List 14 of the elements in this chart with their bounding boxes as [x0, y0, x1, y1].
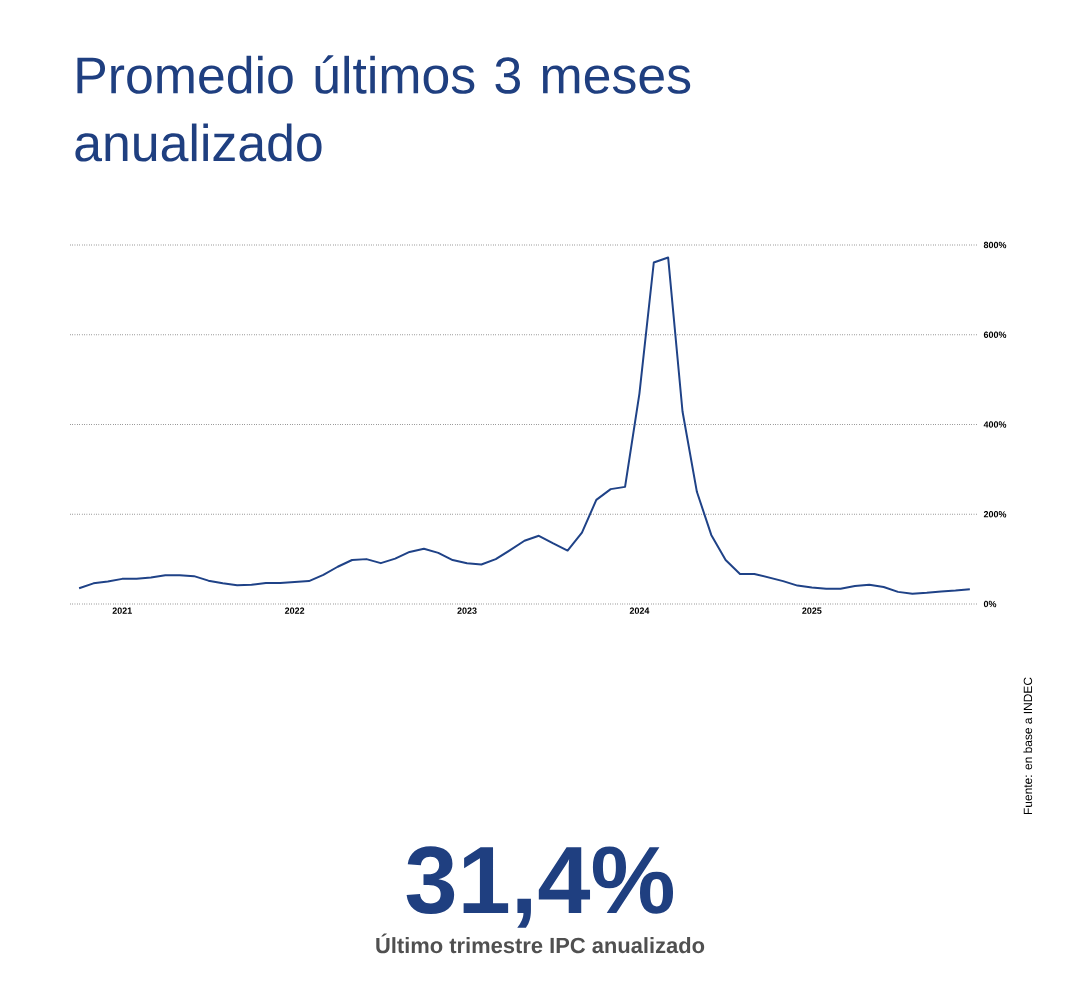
x-tick-label: 2024: [629, 607, 650, 614]
x-tick-label: 2022: [284, 607, 305, 614]
y-tick-label: 0%: [983, 600, 997, 608]
chart-title: Promedio últimos 3 meses anualizado: [75, 55, 691, 162]
x-tick-label: 2025: [802, 607, 822, 614]
y-tick-label: 600%: [983, 331, 1007, 338]
x-tick-label: 2021: [112, 607, 132, 614]
source-note: Fuente: en base a INDEC: [1023, 677, 1033, 815]
text: Último trimestre IPC anualizado: [376, 933, 705, 954]
y-tick-label: 200%: [983, 511, 1007, 518]
text: 31,4%: [406, 846, 674, 928]
y-tick-label: 800%: [983, 241, 1007, 249]
y-tick-label: 400%: [983, 421, 1007, 428]
x-tick-label: 2023: [457, 607, 477, 614]
